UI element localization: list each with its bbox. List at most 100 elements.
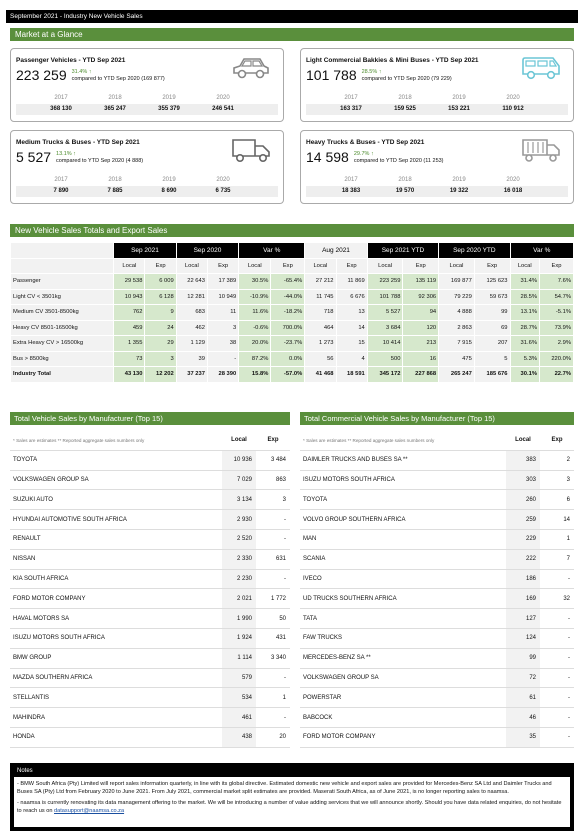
kpi-card: Medium Trucks & Buses - YTD Sep 2021 5 52… bbox=[10, 130, 284, 204]
card-value: 5 527 bbox=[16, 149, 52, 165]
cell: 14 bbox=[540, 509, 574, 530]
table-row: FAW TRUCKS 124- bbox=[300, 628, 574, 649]
year-value: 6 735 bbox=[215, 188, 231, 194]
cell: 2 520 bbox=[222, 529, 256, 550]
cell: 3 684 bbox=[366, 319, 404, 336]
email-link[interactable]: datasupport@naamsa.co.za bbox=[54, 808, 125, 814]
cell: - bbox=[540, 608, 574, 629]
cell: 79 229 bbox=[438, 288, 475, 305]
column-header: Exp bbox=[256, 431, 290, 451]
cell: 6 009 bbox=[144, 273, 177, 290]
cell: 18 591 bbox=[335, 366, 368, 383]
cell: 14 bbox=[335, 319, 368, 336]
year-value: 8 690 bbox=[161, 188, 177, 194]
cell: 135 119 bbox=[402, 273, 440, 290]
cell: 54.7% bbox=[538, 288, 575, 305]
cell: 220.0% bbox=[538, 350, 575, 367]
subheader: Exp bbox=[473, 257, 511, 274]
table-row: MAHINDRA 461- bbox=[10, 707, 290, 728]
kpi-card: Passenger Vehicles - YTD Sep 2021 223 259… bbox=[10, 48, 284, 122]
row-label: Bus > 8500kg bbox=[9, 350, 115, 367]
cell: - bbox=[540, 668, 574, 689]
year-label: 2018 bbox=[398, 95, 412, 101]
cell: 22.7% bbox=[538, 366, 575, 383]
group-header: Sep 2020 YTD bbox=[438, 242, 511, 259]
cell: 7 029 bbox=[222, 470, 256, 491]
year-label: 2017 bbox=[344, 177, 358, 183]
subheader: Local bbox=[175, 257, 208, 274]
cell: 31.6% bbox=[509, 335, 540, 352]
table-row: TATA 127- bbox=[300, 608, 574, 629]
year-value: 18 383 bbox=[341, 188, 361, 194]
cell: 99 bbox=[506, 648, 540, 669]
column-header: Local bbox=[222, 431, 256, 451]
note-text: - naamsa is currently renovating its dat… bbox=[17, 799, 567, 815]
row-label: Heavy CV 8501-16500kg bbox=[9, 319, 115, 336]
year-label: 2017 bbox=[344, 95, 358, 101]
year-value: 19 570 bbox=[395, 188, 415, 194]
year-value: 110 912 bbox=[502, 106, 524, 112]
table-row: Medium CV 3501-8500kg 762 9 683 11 11.6% -18.2… bbox=[9, 304, 575, 321]
table-row: Bus > 8500kg 73 3 39-87.2% 0.0% 56 4 500 16 475 5 5… bbox=[9, 350, 575, 367]
table-row: VOLKSWAGEN GROUP SA 72- bbox=[300, 668, 574, 689]
cell: 2 230 bbox=[222, 569, 256, 590]
subheader: Local bbox=[509, 257, 540, 274]
cell: - bbox=[256, 529, 290, 550]
cell: 87.2% bbox=[238, 350, 272, 367]
cell: 631 bbox=[256, 549, 290, 570]
cell: 1 bbox=[256, 687, 290, 709]
year-value: 7 885 bbox=[107, 188, 123, 194]
cell: 28.5% bbox=[509, 288, 540, 305]
manufacturer-name: MAN bbox=[300, 529, 506, 550]
card-change: 31.4% ↑ bbox=[71, 69, 92, 75]
year-value: 246 541 bbox=[212, 106, 234, 112]
card-compare: compared to YTD Sep 2020 (4 888) bbox=[56, 158, 144, 164]
kpi-card: Light Commercial Bakkies & Mini Buses - … bbox=[300, 48, 574, 122]
manufacturer-name: VOLKSWAGEN GROUP SA bbox=[10, 470, 222, 491]
cell: 345 172 bbox=[366, 366, 404, 383]
cell: - bbox=[256, 569, 290, 590]
cell: 265 247 bbox=[438, 366, 475, 383]
cell: 24 bbox=[144, 319, 177, 336]
cell: 1 129 bbox=[175, 335, 208, 352]
year-label: 2020 bbox=[506, 95, 520, 101]
manufacturer-name: BMW GROUP bbox=[10, 648, 222, 669]
group-header: Sep 2021 YTD bbox=[366, 242, 440, 259]
cell: 227 868 bbox=[402, 366, 440, 383]
manufacturer-name: FORD MOTOR COMPANY bbox=[10, 588, 222, 610]
subheader: Exp bbox=[335, 257, 368, 274]
cell: 2.9% bbox=[538, 335, 575, 352]
notes-body: - BMW South Africa (Pty) Limited will re… bbox=[14, 777, 570, 827]
manufacturer-name: STELLANTIS bbox=[10, 687, 222, 709]
cell: 17 389 bbox=[206, 273, 240, 290]
cell: 0.0% bbox=[270, 350, 306, 367]
card-value: 223 259 bbox=[16, 67, 67, 83]
cell: -5.1% bbox=[538, 304, 575, 321]
year-value: 163 317 bbox=[340, 106, 362, 112]
year-label: 2017 bbox=[54, 177, 68, 183]
cell: 7 915 bbox=[438, 335, 475, 352]
cell: -18.2% bbox=[270, 304, 306, 321]
cell: 185 676 bbox=[473, 366, 511, 383]
cell: -0.6% bbox=[238, 319, 272, 336]
manufacturer-name: MERCEDES-BENZ SA ** bbox=[300, 648, 506, 669]
table-row: HYUNDAI AUTOMOTIVE SOUTH AFRICA 2 930- bbox=[10, 509, 290, 530]
cell: - bbox=[540, 569, 574, 590]
manufacturer-name: HAVAL MOTORS SA bbox=[10, 608, 222, 629]
cell: 11.6% bbox=[238, 304, 272, 321]
table-row: TOYOTA 260 6 bbox=[300, 489, 574, 511]
year-band bbox=[16, 186, 278, 197]
manufacturer-panel: Total Vehicle Sales by Manufacturer (Top… bbox=[10, 412, 290, 748]
cell: 125 623 bbox=[473, 273, 511, 290]
cell: 1 114 bbox=[222, 648, 256, 669]
cell: - bbox=[540, 727, 574, 748]
cell: 6 676 bbox=[335, 288, 368, 305]
page-header: September 2021 - Industry New Vehicle Sa… bbox=[6, 10, 578, 23]
table-row: MERCEDES-BENZ SA ** 99- bbox=[300, 648, 574, 669]
note-text: - naamsa is currently renovating its dat… bbox=[17, 800, 562, 814]
subheader: Local bbox=[438, 257, 475, 274]
cell: 10 414 bbox=[366, 335, 404, 352]
table-row: POWERSTAR 61- bbox=[300, 687, 574, 709]
year-value: 365 247 bbox=[104, 106, 126, 112]
